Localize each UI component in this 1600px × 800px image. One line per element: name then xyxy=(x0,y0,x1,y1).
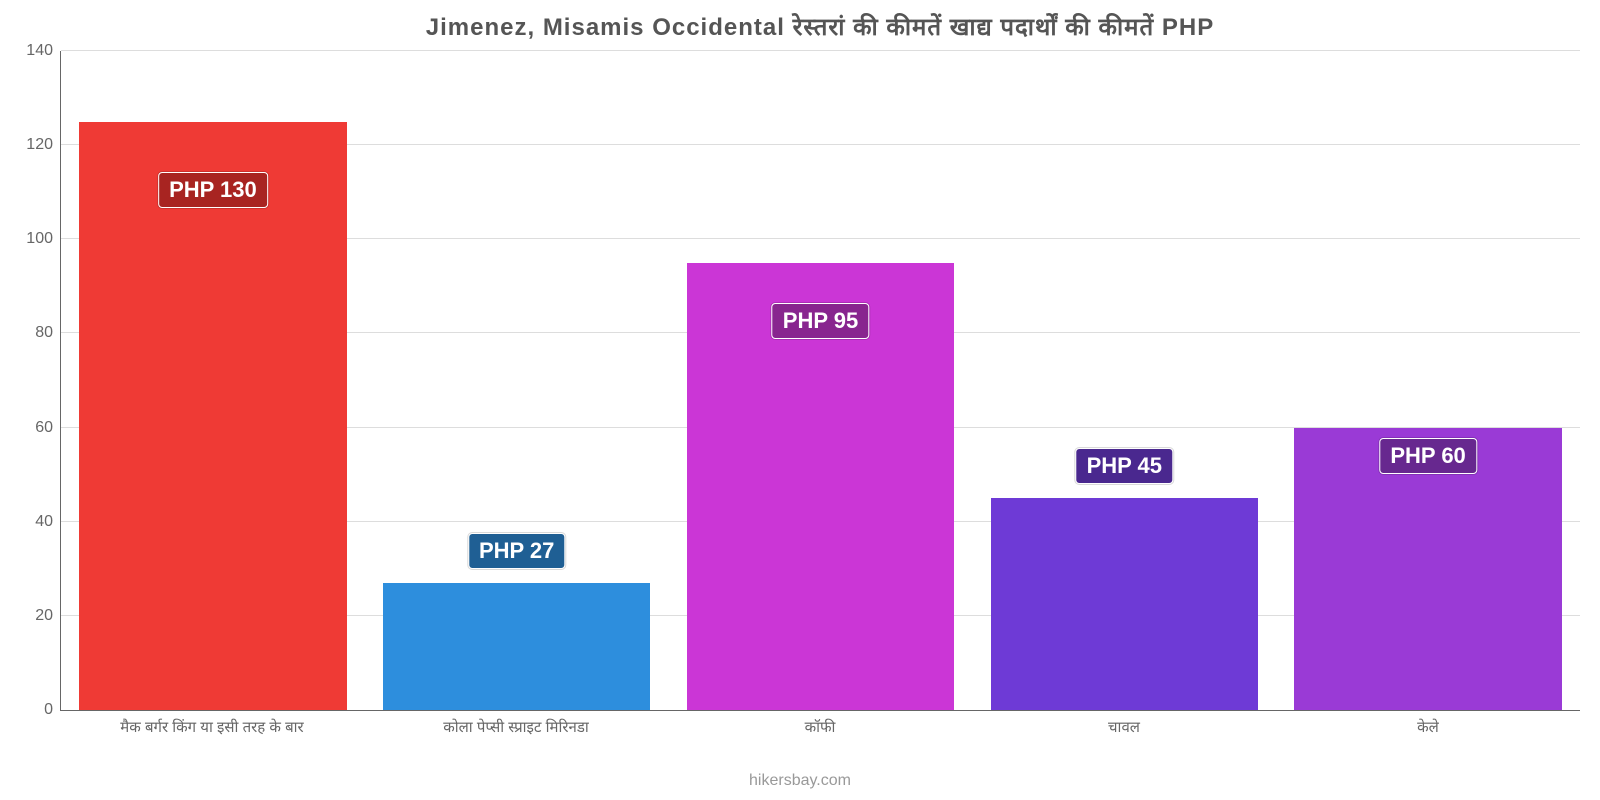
bar: PHP 60 xyxy=(1294,428,1561,710)
value-badge: PHP 60 xyxy=(1379,438,1476,474)
xtick-label: केले xyxy=(1276,717,1580,737)
price-chart: Jimenez, Misamis Occidental रेस्तरां की … xyxy=(60,10,1580,740)
xtick-label: कॉफी xyxy=(668,717,972,737)
bar-slot: PHP 95 xyxy=(669,51,973,710)
bar-slot: PHP 27 xyxy=(365,51,669,710)
ytick-label: 60 xyxy=(35,419,61,437)
bar-slot: PHP 60 xyxy=(1276,51,1580,710)
bar: PHP 45 xyxy=(991,498,1258,710)
ytick-label: 40 xyxy=(35,513,61,531)
bars-row: PHP 130 PHP 27 PHP 95 PHP 45 PHP 60 xyxy=(61,51,1580,710)
xtick-label: कोला पेप्सी स्प्राइट मिरिनडा xyxy=(364,717,668,737)
bar: PHP 95 xyxy=(687,263,954,710)
xtick-label: मैक बर्गर किंग या इसी तरह के बार xyxy=(60,717,364,737)
chart-title: Jimenez, Misamis Occidental रेस्तरां की … xyxy=(60,10,1580,43)
bar-slot: PHP 45 xyxy=(972,51,1276,710)
plot-area: 020406080100120140 PHP 130PHP 27PHP 95PH… xyxy=(60,51,1580,711)
ytick-label: 120 xyxy=(26,136,61,154)
bar-slot: PHP 130 xyxy=(61,51,365,710)
ytick-label: 80 xyxy=(35,324,61,342)
bar: PHP 130 xyxy=(79,122,346,710)
ytick-label: 140 xyxy=(26,42,61,60)
bar: PHP 27 xyxy=(383,583,650,710)
xtick-label: चावल xyxy=(972,717,1276,737)
value-badge: PHP 95 xyxy=(772,303,869,339)
x-axis: मैक बर्गर किंग या इसी तरह के बारकोला पेप… xyxy=(60,717,1580,737)
ytick-label: 100 xyxy=(26,230,61,248)
value-badge: PHP 27 xyxy=(468,533,565,569)
ytick-label: 20 xyxy=(35,607,61,625)
footer-attribution: hikersbay.com xyxy=(0,772,1600,790)
value-badge: PHP 45 xyxy=(1076,448,1173,484)
ytick-label: 0 xyxy=(44,701,61,719)
value-badge: PHP 130 xyxy=(158,172,268,208)
